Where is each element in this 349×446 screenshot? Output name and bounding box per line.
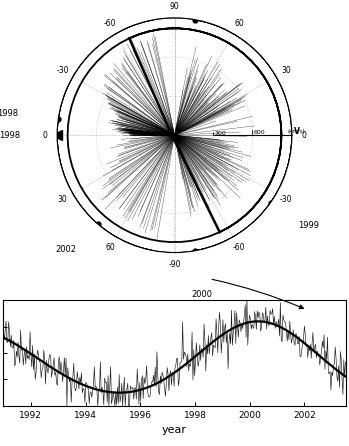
Text: 600: 600: [254, 130, 266, 135]
Text: V: V: [295, 127, 300, 136]
Text: (km/s): (km/s): [288, 129, 306, 134]
Text: 60: 60: [234, 19, 244, 28]
Text: 0: 0: [301, 131, 306, 140]
Text: 1998: 1998: [0, 131, 20, 140]
Text: 30: 30: [281, 66, 291, 75]
Text: 2000: 2000: [191, 290, 212, 299]
Text: 1998: 1998: [0, 109, 18, 118]
Text: 2002: 2002: [55, 244, 76, 254]
Text: 30: 30: [58, 195, 68, 204]
Text: -60: -60: [104, 19, 116, 28]
Text: -90: -90: [168, 260, 181, 269]
Text: -30: -30: [280, 195, 292, 204]
Text: 60: 60: [105, 243, 115, 252]
Text: 90: 90: [170, 2, 179, 11]
Text: 300: 300: [215, 131, 227, 136]
Text: 0: 0: [43, 131, 48, 140]
Text: -60: -60: [233, 243, 245, 252]
Text: -30: -30: [57, 66, 69, 75]
Text: 1999: 1999: [298, 222, 319, 231]
X-axis label: year: year: [162, 425, 187, 435]
